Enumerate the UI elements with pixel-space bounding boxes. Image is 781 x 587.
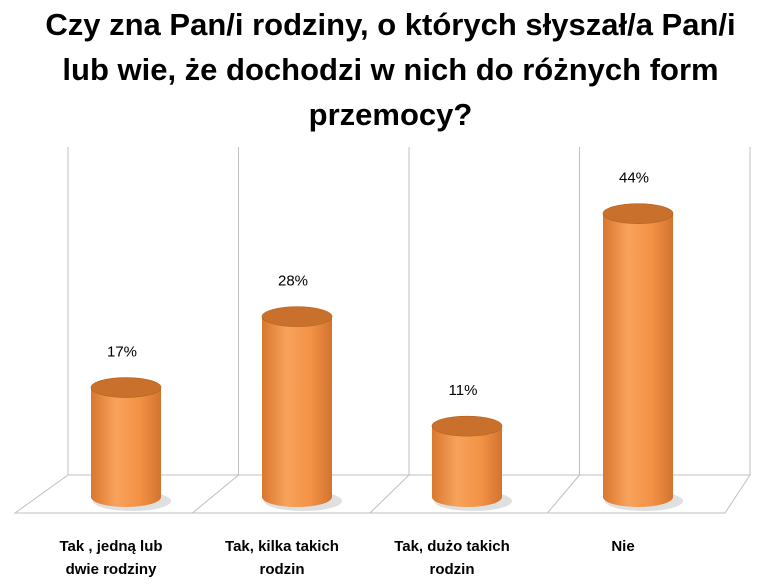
chart-floor (13, 474, 751, 514)
chart-title-line-1: Czy zna Pan/i rodziny, o których słyszał… (45, 7, 736, 42)
category-label: rodzin (430, 561, 475, 578)
bar (432, 426, 502, 507)
floor-divider (369, 474, 410, 514)
bar-top (431, 415, 503, 437)
category-label: Tak, dużo takich (394, 538, 510, 555)
bar-top (602, 203, 674, 224)
chart-title: Czy zna Pan/i rodziny, o których słyszał… (0, 2, 781, 137)
bar (91, 387, 161, 507)
floor-divider (547, 474, 580, 514)
bar (603, 213, 673, 507)
bar-top (261, 306, 333, 327)
bar-top (90, 377, 162, 398)
category-label: Tak, kilka takich (225, 538, 339, 555)
category-label: Nie (611, 538, 634, 555)
data-label: 44% (619, 170, 649, 187)
bar (262, 316, 332, 507)
data-label: 28% (278, 273, 308, 290)
data-label: 11% (449, 382, 478, 399)
category-label: Tak , jedną lub (59, 538, 162, 555)
floor-divider (192, 474, 239, 514)
category-label: rodzin (260, 561, 305, 578)
chart-title-line-2: lub wie, że dochodzi w nich do różnych f… (62, 52, 719, 87)
data-label: 17% (107, 344, 137, 361)
category-label: dwie rodziny (66, 561, 158, 578)
chart-title-line-3: przemocy? (308, 97, 473, 132)
